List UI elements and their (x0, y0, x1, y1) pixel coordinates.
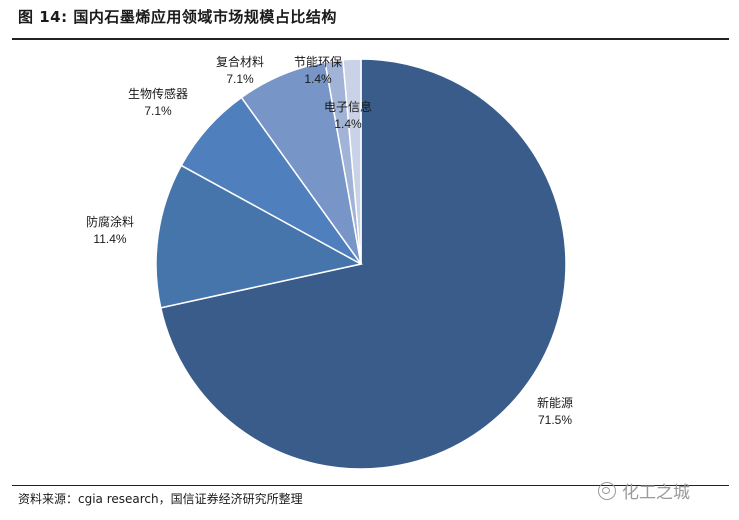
slice-value-label: 7.1% (144, 104, 172, 118)
pie-slice-1 (159, 58, 567, 470)
slice-label: 节能环保 (294, 55, 342, 69)
slice-value-label: 1.4% (304, 72, 332, 86)
watermark-text: 化工之城 (622, 483, 690, 503)
slice-value-label: 71.5% (538, 413, 572, 427)
slice-label: 生物传感器 (128, 86, 188, 101)
slice-label: 防腐涂料 (86, 214, 134, 229)
pie-slice-6 (342, 58, 362, 265)
source-note: 资料来源：cgia research，国信证券经济研究所整理 (18, 492, 303, 506)
pie-slice-2 (155, 164, 364, 309)
chart-title: 图 14: 国内石墨烯应用领域市场规模占比结构 (18, 8, 337, 26)
slice-value-label: 1.4% (334, 117, 362, 131)
slice-label: 电子信息 (324, 99, 372, 114)
title-divider (12, 38, 729, 40)
slice-label: 复合材料 (216, 54, 264, 69)
watermark: 化工之城 (598, 478, 690, 503)
wechat-icon (598, 481, 616, 500)
slice-value-label: 7.1% (226, 72, 254, 86)
footer-divider (12, 485, 729, 486)
slice-label: 新能源 (537, 395, 573, 410)
slice-value-label: 11.4% (93, 232, 126, 246)
